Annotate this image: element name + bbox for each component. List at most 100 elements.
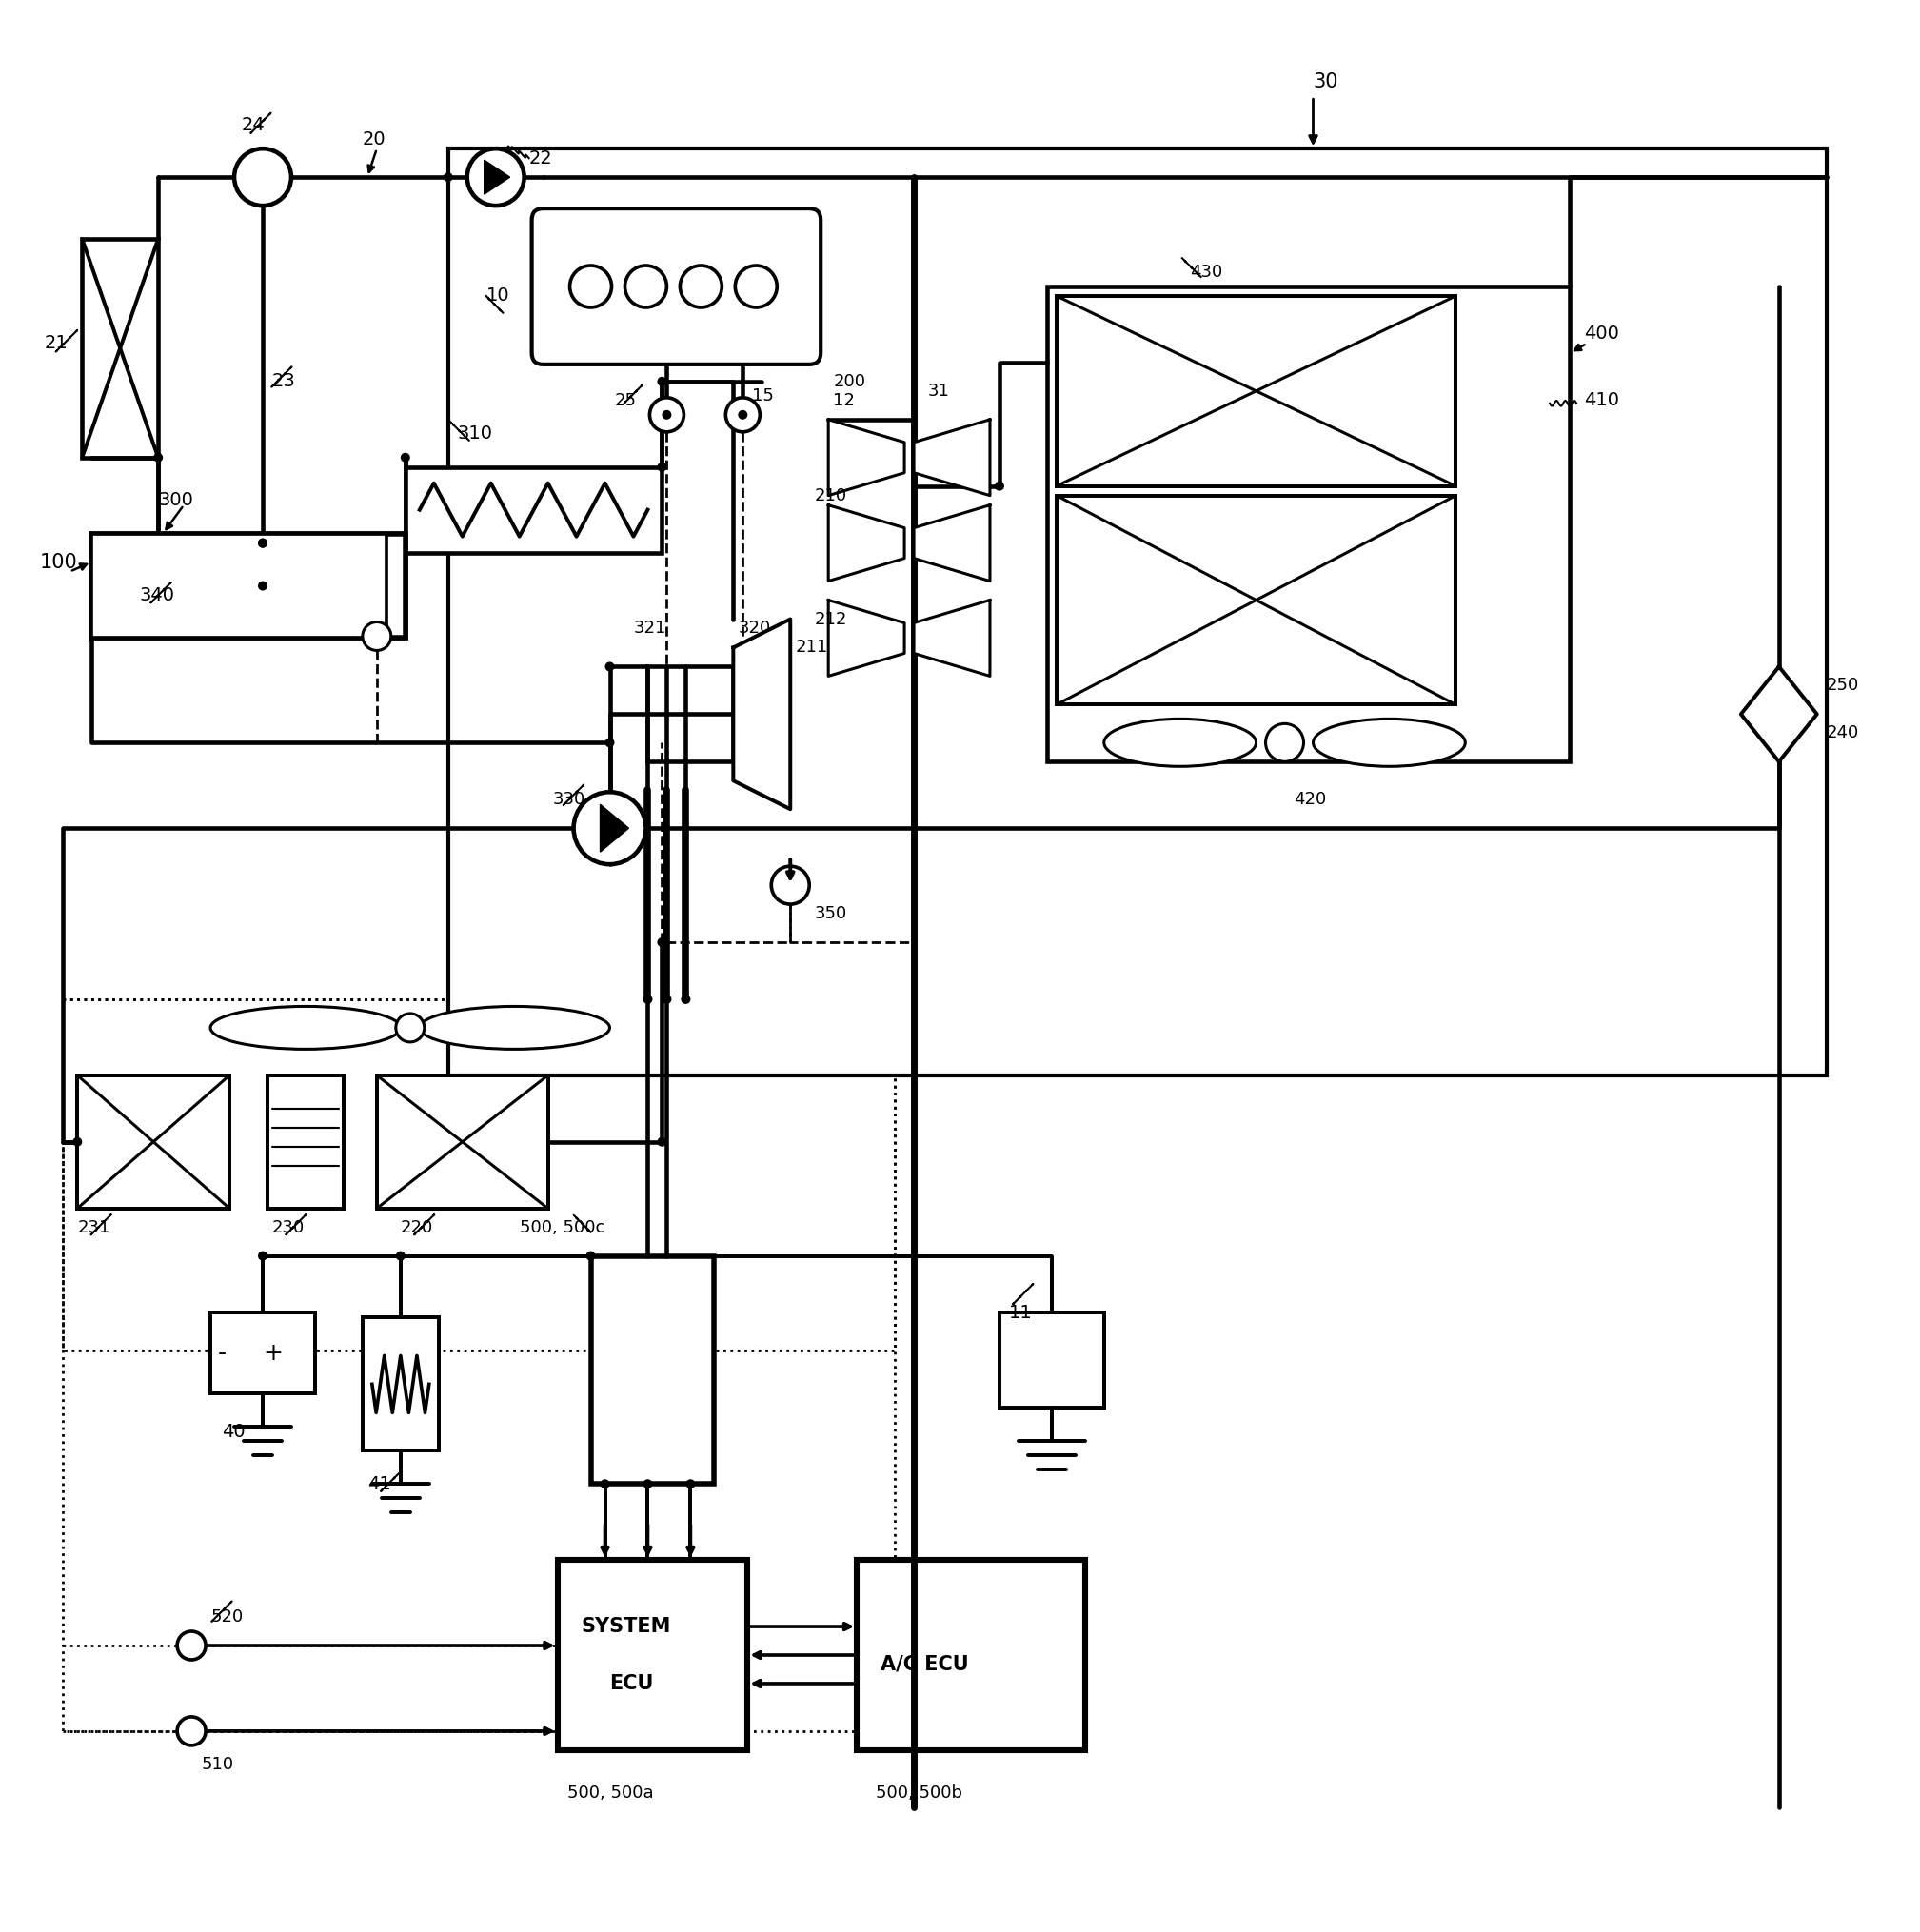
Circle shape: [363, 622, 392, 651]
Bar: [856, 1559, 1085, 1750]
Text: 100: 100: [38, 553, 77, 572]
Text: 40: 40: [223, 1422, 246, 1441]
Circle shape: [657, 937, 666, 947]
Text: 500, 500c: 500, 500c: [520, 1219, 605, 1236]
Circle shape: [605, 663, 614, 672]
Circle shape: [624, 265, 666, 307]
Bar: [63, 999, 895, 1731]
Circle shape: [396, 1252, 405, 1260]
Bar: [211, 1314, 315, 1393]
Text: 10: 10: [486, 288, 509, 305]
Polygon shape: [914, 601, 991, 676]
Circle shape: [605, 738, 614, 748]
Text: 510: 510: [202, 1756, 234, 1774]
Text: 212: 212: [814, 611, 847, 628]
Circle shape: [177, 1718, 205, 1745]
Text: 15: 15: [753, 386, 774, 404]
Bar: [92, 533, 405, 638]
Polygon shape: [601, 804, 628, 852]
Circle shape: [234, 149, 292, 205]
Text: 410: 410: [1584, 392, 1619, 410]
Bar: [447, 149, 1826, 1076]
Polygon shape: [828, 419, 904, 495]
Ellipse shape: [211, 1007, 401, 1049]
Bar: [1056, 296, 1455, 487]
Circle shape: [177, 1631, 205, 1660]
Text: 12: 12: [833, 392, 854, 410]
Text: 23: 23: [273, 373, 296, 390]
Text: 220: 220: [401, 1219, 434, 1236]
Circle shape: [680, 265, 722, 307]
Text: 330: 330: [553, 790, 586, 808]
Text: 500, 500b: 500, 500b: [876, 1785, 962, 1801]
Bar: [83, 240, 157, 458]
Circle shape: [657, 1138, 666, 1146]
Bar: [1056, 495, 1455, 705]
Circle shape: [735, 265, 778, 307]
Polygon shape: [828, 601, 904, 676]
Text: +: +: [263, 1343, 282, 1366]
Bar: [557, 1559, 747, 1750]
Text: 420: 420: [1294, 790, 1327, 808]
Ellipse shape: [1104, 719, 1256, 767]
Bar: [63, 999, 895, 1350]
Bar: [591, 1256, 714, 1484]
Text: 310: 310: [457, 425, 493, 442]
Circle shape: [685, 1480, 695, 1490]
Text: 21: 21: [44, 334, 67, 352]
Bar: [92, 533, 405, 638]
Circle shape: [1265, 724, 1304, 761]
Circle shape: [401, 452, 411, 462]
Text: -: -: [219, 1343, 227, 1366]
Text: 25: 25: [614, 392, 636, 410]
Circle shape: [257, 539, 267, 549]
Text: 211: 211: [795, 639, 828, 657]
Circle shape: [726, 398, 760, 433]
Text: 321: 321: [634, 620, 666, 638]
Circle shape: [995, 481, 1004, 491]
Bar: [376, 1076, 547, 1208]
Bar: [647, 667, 733, 761]
Text: 24: 24: [242, 116, 265, 133]
Text: 31: 31: [927, 383, 950, 400]
Text: 200: 200: [833, 373, 866, 390]
Text: 231: 231: [77, 1219, 109, 1236]
Text: 30: 30: [1313, 73, 1338, 91]
Bar: [1046, 286, 1571, 761]
Polygon shape: [914, 504, 991, 582]
Ellipse shape: [420, 1007, 611, 1049]
Circle shape: [257, 582, 267, 591]
Bar: [363, 1318, 438, 1451]
Text: SYSTEM: SYSTEM: [582, 1617, 670, 1636]
Circle shape: [662, 410, 672, 419]
Text: 41: 41: [367, 1474, 392, 1493]
Circle shape: [657, 377, 666, 386]
Circle shape: [643, 995, 653, 1005]
Bar: [267, 1076, 344, 1208]
Circle shape: [444, 172, 453, 182]
Polygon shape: [914, 419, 991, 495]
Circle shape: [737, 410, 747, 419]
Text: 250: 250: [1826, 676, 1859, 694]
Circle shape: [467, 149, 524, 205]
FancyBboxPatch shape: [532, 209, 820, 365]
Text: 230: 230: [273, 1219, 305, 1236]
Text: A/C ECU: A/C ECU: [881, 1656, 970, 1673]
Text: 240: 240: [1826, 724, 1859, 742]
Text: 20: 20: [363, 129, 386, 149]
Text: 22: 22: [528, 149, 553, 168]
Polygon shape: [733, 618, 791, 810]
Polygon shape: [828, 504, 904, 582]
Circle shape: [662, 995, 672, 1005]
Circle shape: [586, 1252, 595, 1260]
Text: 500, 500a: 500, 500a: [566, 1785, 653, 1801]
Bar: [77, 1076, 230, 1208]
Text: 320: 320: [737, 620, 770, 638]
Circle shape: [257, 539, 267, 549]
Circle shape: [154, 452, 163, 462]
Circle shape: [570, 265, 612, 307]
Bar: [92, 533, 386, 638]
Text: 11: 11: [1008, 1304, 1033, 1321]
Text: 430: 430: [1190, 263, 1223, 280]
Text: 300: 300: [157, 491, 194, 510]
